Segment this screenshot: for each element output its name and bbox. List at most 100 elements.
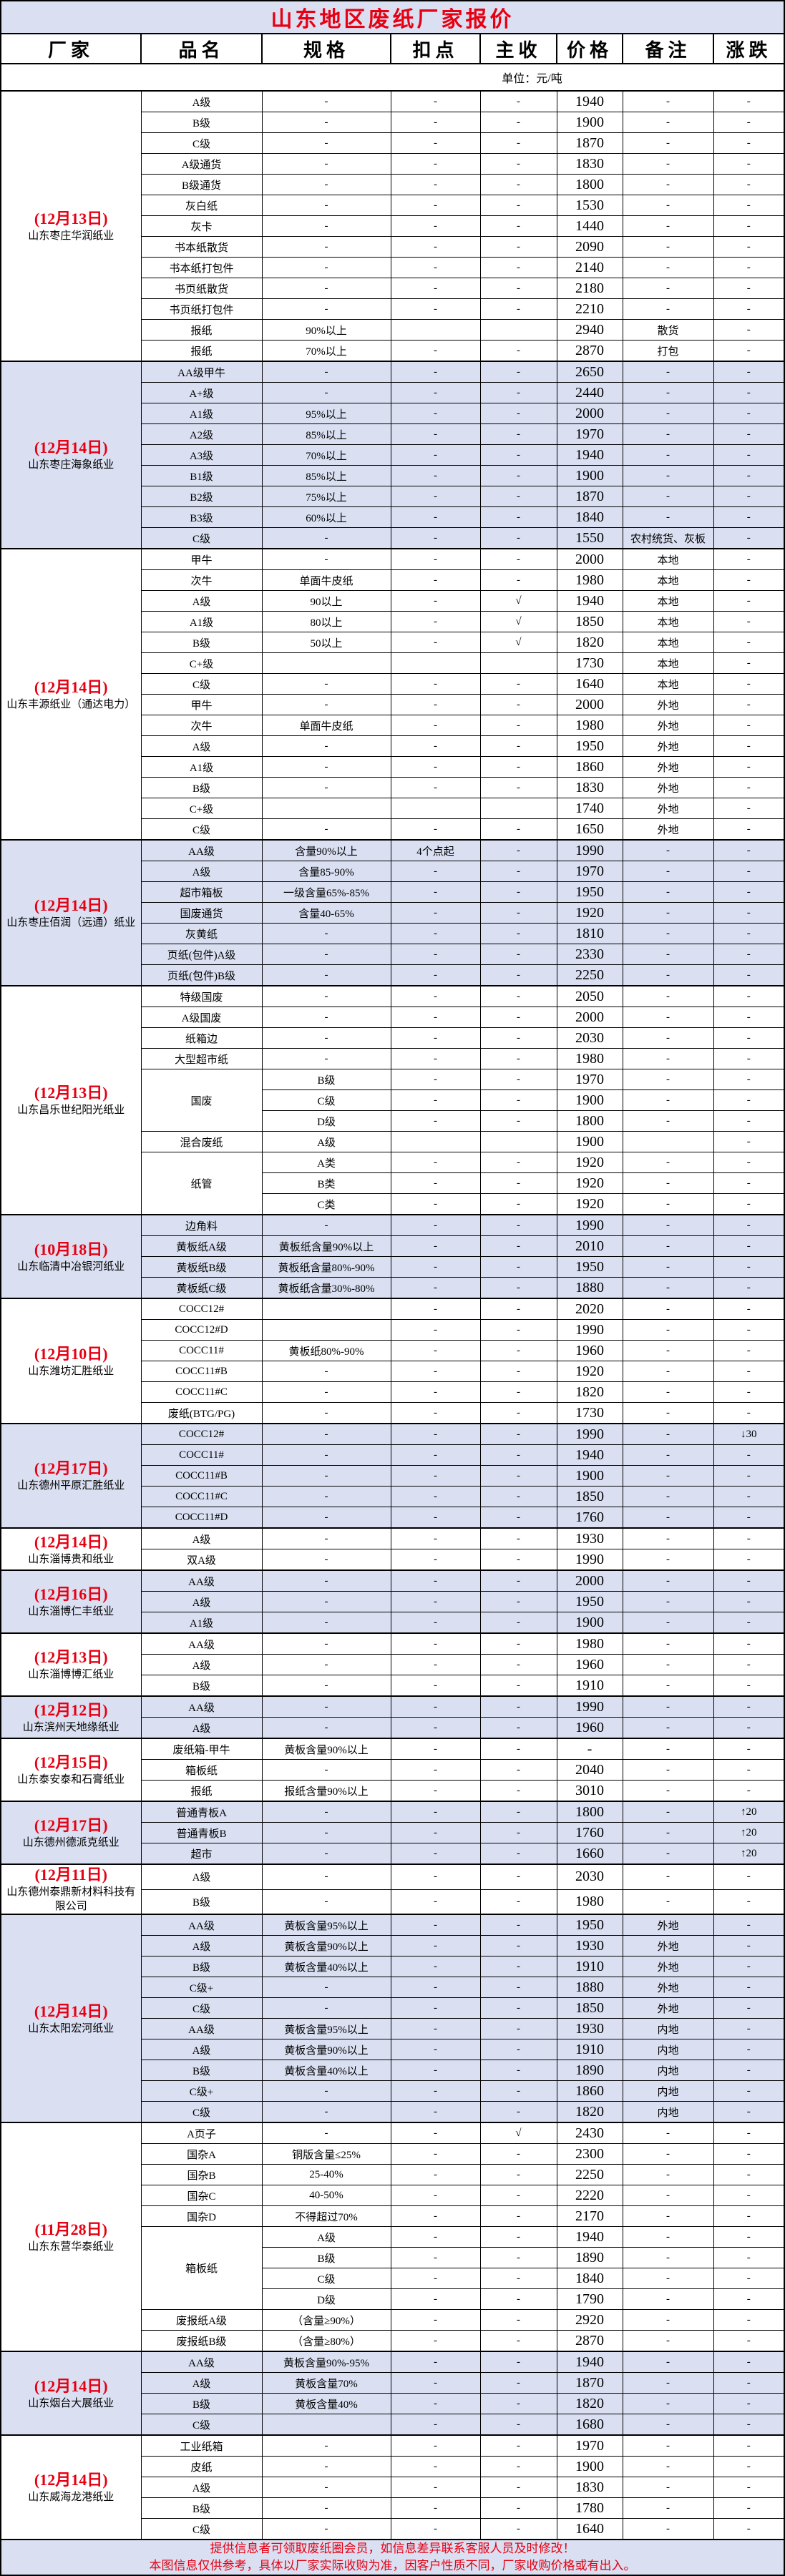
product-cell: C级 <box>140 818 263 841</box>
change-cell: - <box>713 1172 785 1194</box>
spec-cell: - <box>261 548 391 570</box>
product-cell: COCC11# <box>140 1444 263 1466</box>
price-cell: 2040 <box>556 1759 623 1781</box>
main-cell: - <box>479 1612 557 1634</box>
main-cell: √ <box>479 611 557 632</box>
spec-cell: 黄板含量40% <box>261 2393 391 2414</box>
table-row: COCC11# 黄板纸80%-90% - -1960- - <box>1 1340 785 1361</box>
main-cell: - <box>479 735 557 757</box>
deduction-cell: - <box>390 132 481 154</box>
note-cell: 外地 <box>622 777 714 798</box>
change-cell: - <box>713 923 785 944</box>
table-row: A1级 - - -1900- - <box>1 1612 785 1634</box>
note-cell: - <box>622 1402 714 1424</box>
note-cell: - <box>622 2477 714 2498</box>
product-cell: 国废 <box>140 1069 263 1132</box>
price-cell: 2140 <box>556 257 623 278</box>
product-cell: 特级国废 <box>140 985 263 1007</box>
page-title: 山东地区废纸厂家报价 <box>0 0 785 34</box>
change-cell: - <box>713 1007 785 1028</box>
main-cell: - <box>479 1214 557 1236</box>
price-cell: 1830 <box>556 777 623 798</box>
change-cell: - <box>713 2497 785 2519</box>
main-cell: - <box>479 1717 557 1739</box>
price-cell: 1940 <box>556 1444 623 1466</box>
change-cell: - <box>713 632 785 653</box>
product-cell: B2级 <box>140 486 263 507</box>
spec-cell: A级 <box>261 2226 391 2248</box>
deduction-cell: - <box>390 298 481 320</box>
product-cell: A2级 <box>140 423 263 445</box>
change-cell: - <box>713 1956 785 1977</box>
table-row: B1级 85%以上 - -1900- - <box>1 465 785 486</box>
spec-cell: - <box>261 1997 391 2019</box>
quote-date: (12月13日) <box>34 1084 108 1102</box>
main-cell: - <box>479 715 557 736</box>
product-cell: C级 <box>140 527 263 549</box>
header-main: 主收 <box>479 33 557 64</box>
change-cell: - <box>713 2456 785 2477</box>
table-row: 黄板纸A级 黄板纸含量90%以上 - -2010- - <box>1 1235 785 1257</box>
main-cell: - <box>479 2226 557 2248</box>
table-row: (12月11日) 山东德州泰鼎新材料科技有限公司 A级 - - -2030- - <box>0 1864 785 1915</box>
company-cell: (12月12日) 山东滨州天地缘纸业 <box>0 1695 142 1739</box>
product-cell: 皮纸 <box>140 2456 263 2477</box>
change-cell: - <box>713 548 785 570</box>
product-cell: COCC12# <box>140 1298 263 1320</box>
price-cell: 1830 <box>556 2477 623 2498</box>
change-cell: - <box>713 1654 785 1675</box>
note-cell: - <box>622 2288 714 2310</box>
main-cell: - <box>479 1935 557 1957</box>
change-cell: - <box>713 236 785 258</box>
table-row: (12月14日) 山东淄博贵和纸业 A级 - - -1930- - <box>0 1527 785 1571</box>
deduction-cell: - <box>390 611 481 632</box>
change-cell: - <box>713 798 785 819</box>
quote-date: (12月14日) <box>34 896 108 914</box>
spec-cell: - <box>261 527 391 549</box>
spec-cell: 黄板含量70% <box>261 2372 391 2394</box>
price-cell: 2010 <box>556 1235 623 1257</box>
spec-cell: - <box>261 1654 391 1675</box>
price-cell: 2050 <box>556 985 623 1007</box>
spec-cell: 含量85-90% <box>261 861 391 882</box>
spec-cell: - <box>261 777 391 798</box>
main-cell: - <box>479 1822 557 1843</box>
table-row: A级通货 - - -1830- - <box>1 153 785 175</box>
main-cell: - <box>479 2205 557 2227</box>
deduction-cell: - <box>390 174 481 195</box>
main-cell: - <box>479 1977 557 1998</box>
spec-cell: - <box>261 944 391 965</box>
spec-cell: - <box>261 1612 391 1634</box>
spec-cell: 黄板纸含量30%-80% <box>261 1277 391 1299</box>
table-row: (12月14日) 山东烟台大展纸业 AA级 黄板含量90%-95% - -1940- - <box>0 2351 785 2436</box>
price-cell: 1920 <box>556 1172 623 1194</box>
product-cell: B级 <box>140 2060 263 2081</box>
note-cell: - <box>622 1423 714 1445</box>
spec-cell: 90%以上 <box>261 319 391 341</box>
note-cell: 内地 <box>622 2039 714 2060</box>
deduction-cell: - <box>390 1235 481 1257</box>
note-cell: - <box>622 1780 714 1802</box>
change-cell: - <box>713 1381 785 1403</box>
product-cell: 书本纸打包件 <box>140 257 263 278</box>
deduction-cell: - <box>390 2205 481 2227</box>
table-row: COCC11# - - -1940- - <box>1 1444 785 1466</box>
spec-cell: 95%以上 <box>261 403 391 424</box>
table-row: A级 黄板含量90%以上 - -1930 外地 - <box>1 1935 785 1957</box>
note-cell: - <box>622 1277 714 1299</box>
deduction-cell: - <box>390 423 481 445</box>
spec-cell: - <box>261 257 391 278</box>
spec-cell: - <box>261 1717 391 1739</box>
product-cell: 废纸(BTG/PG) <box>140 1402 263 1424</box>
table-row: 书页纸散货 - - -2180- - <box>1 278 785 299</box>
spec-cell: - <box>261 1486 391 1507</box>
main-cell: - <box>479 236 557 258</box>
change-cell: - <box>713 319 785 341</box>
table-row: 大型超市纸 - - -1980- - <box>1 1048 785 1069</box>
main-cell: - <box>479 1172 557 1194</box>
price-cell: 1990 <box>556 1423 623 1445</box>
header-price: 价格 <box>556 33 623 64</box>
deduction-cell: - <box>390 236 481 258</box>
product-cell: COCC11# <box>140 1340 263 1361</box>
product-cell: 书页纸散货 <box>140 278 263 299</box>
